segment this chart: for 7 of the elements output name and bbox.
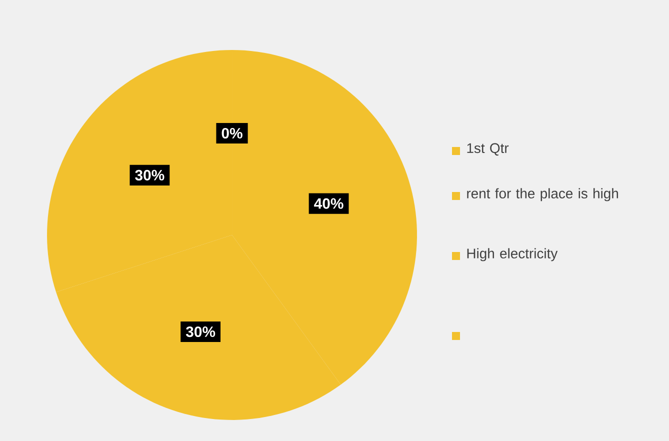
legend-label: 1st Qtr <box>467 143 509 156</box>
data-label: 30% <box>135 170 164 180</box>
legend-label: High electricity <box>467 248 558 262</box>
data-label: 40% <box>314 198 344 209</box>
legend-label: rent for the place is high <box>467 188 618 202</box>
data-label: 30% <box>186 326 216 338</box>
text: 0% <box>222 128 242 139</box>
